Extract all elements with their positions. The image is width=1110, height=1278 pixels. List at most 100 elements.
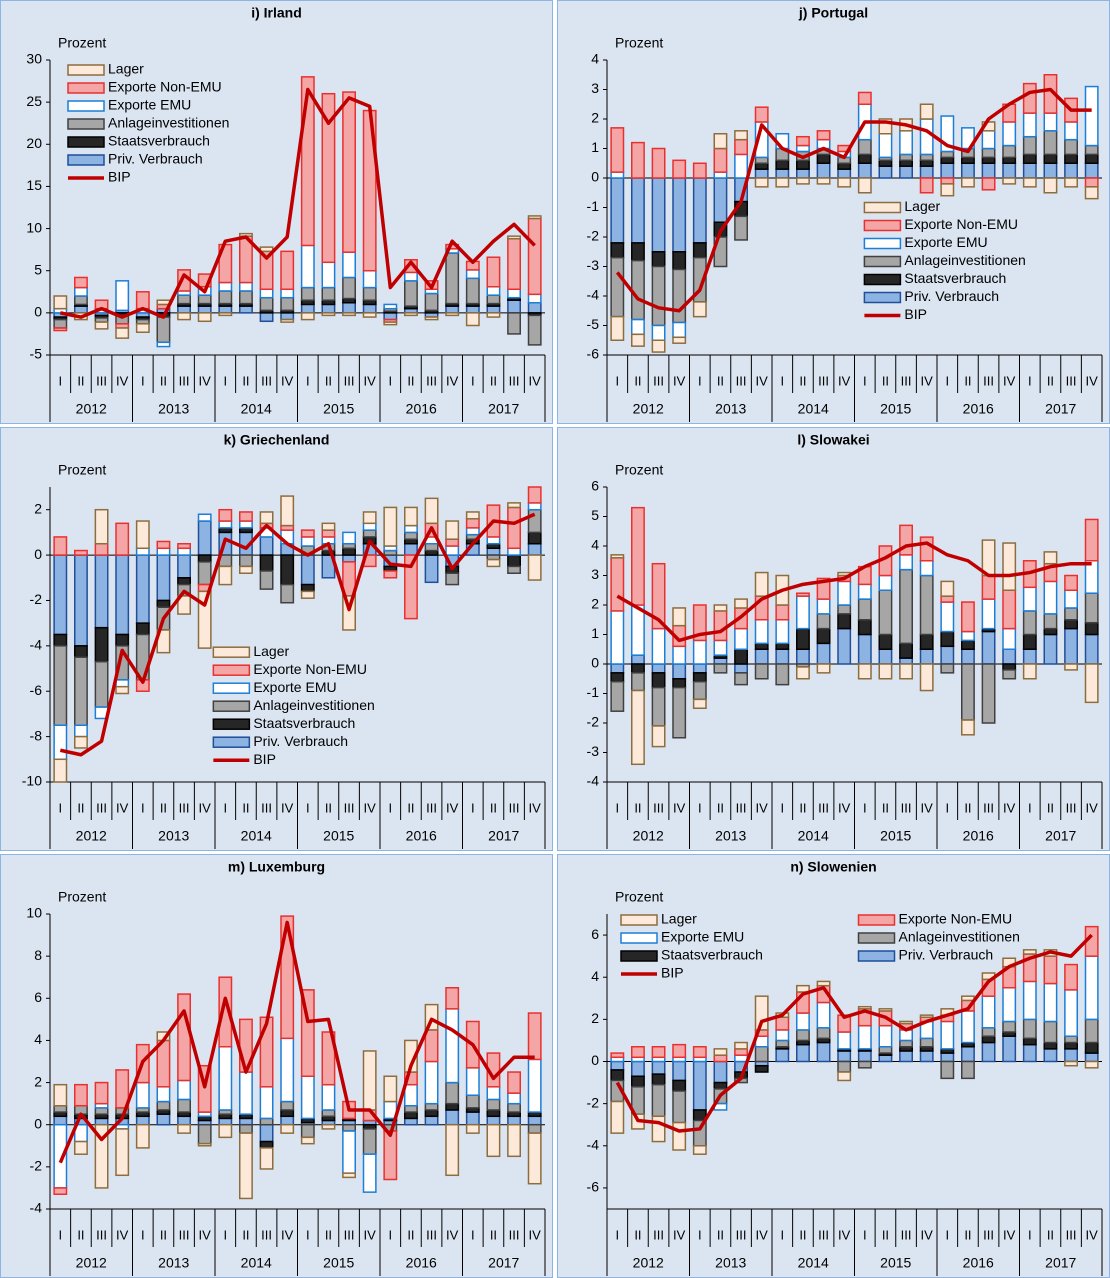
bar-segment bbox=[878, 589, 893, 636]
bar-segment bbox=[404, 1117, 418, 1126]
bar-segment bbox=[651, 663, 666, 674]
x-tick-label: II bbox=[407, 800, 414, 815]
x-tick-label: IV bbox=[116, 800, 129, 815]
bar-segment bbox=[300, 286, 315, 301]
legend-swatch bbox=[863, 201, 902, 214]
x-tick-label: III bbox=[179, 373, 190, 388]
bar-segment bbox=[940, 183, 955, 197]
bar-segment bbox=[692, 604, 707, 642]
bar-segment bbox=[53, 554, 68, 636]
x-tick-label: III bbox=[96, 800, 107, 815]
bar-segment bbox=[362, 1153, 377, 1193]
bar-segment bbox=[1022, 648, 1037, 665]
bar-segment bbox=[816, 177, 831, 185]
bar-segment bbox=[74, 735, 88, 749]
bar-segment bbox=[837, 1060, 852, 1073]
x-tick-label: IV bbox=[529, 800, 542, 815]
bar-segment bbox=[527, 217, 542, 296]
x-tick-label: II bbox=[1047, 373, 1054, 388]
x-group-label: 2017 bbox=[1045, 1255, 1076, 1271]
bar-segment bbox=[775, 663, 790, 686]
bar-segment bbox=[1064, 177, 1078, 188]
x-tick-label: IV bbox=[281, 1227, 294, 1242]
bar-segment bbox=[177, 542, 191, 550]
legend-label: Lager bbox=[904, 198, 940, 214]
bar-segment bbox=[796, 168, 810, 179]
bar-segment bbox=[940, 177, 955, 185]
legend-swatch bbox=[67, 154, 105, 166]
bar-segment bbox=[1002, 144, 1017, 159]
bar-segment bbox=[940, 156, 955, 165]
bar-segment bbox=[156, 341, 171, 348]
bar-segment bbox=[961, 719, 975, 736]
bar-segment bbox=[465, 527, 480, 536]
bar-segment bbox=[1064, 1035, 1078, 1044]
bar-segment bbox=[239, 281, 253, 292]
x-tick-label: III bbox=[426, 1227, 437, 1242]
bar-segment bbox=[53, 536, 68, 556]
y-tick-label: -5 bbox=[587, 316, 600, 332]
bar-segment bbox=[1002, 627, 1017, 651]
bar-segment bbox=[197, 520, 212, 556]
line-series bbox=[615, 87, 1092, 313]
x-group-label: 2016 bbox=[406, 1255, 437, 1271]
x-tick-label: II bbox=[160, 1227, 167, 1242]
bar-segment bbox=[961, 601, 975, 633]
bar-segment bbox=[259, 536, 274, 556]
x-tick-label: I bbox=[141, 1227, 145, 1242]
legend-label: Staatsverbrauch bbox=[108, 133, 210, 149]
bar-segment bbox=[610, 672, 625, 683]
bar-segment bbox=[300, 1136, 315, 1145]
bar-segment bbox=[177, 294, 191, 305]
bar-segment bbox=[280, 1123, 295, 1134]
bar-segment bbox=[465, 312, 480, 327]
bar-segment bbox=[404, 506, 418, 527]
bar-segment bbox=[1064, 1048, 1078, 1063]
legend-label: Staatsverbrauch bbox=[661, 947, 763, 963]
bar-segment bbox=[651, 1060, 666, 1075]
bar-segment bbox=[259, 1117, 274, 1126]
bar-segment bbox=[940, 580, 955, 597]
x-tick-label: III bbox=[509, 373, 520, 388]
bar-segment bbox=[610, 171, 625, 179]
bar-segment bbox=[424, 1109, 439, 1118]
bar-segment bbox=[631, 1075, 645, 1088]
bar-segment bbox=[796, 648, 810, 665]
bar-segment bbox=[527, 1123, 542, 1134]
bar-segment bbox=[651, 251, 666, 268]
x-tick-label: IV bbox=[673, 373, 686, 388]
bar-segment bbox=[1043, 1020, 1058, 1044]
x-tick-label: III bbox=[1066, 1227, 1077, 1242]
bar-segment bbox=[692, 663, 707, 674]
bar-segment bbox=[1064, 162, 1078, 179]
bar-segment bbox=[1064, 1060, 1078, 1067]
y-tick-label: 10 bbox=[26, 905, 42, 921]
bar-segment bbox=[156, 1086, 171, 1103]
x-tick-label: II bbox=[325, 800, 332, 815]
y-axis-label: Prozent bbox=[615, 462, 663, 478]
bar-segment bbox=[177, 577, 191, 586]
bar-segment bbox=[754, 1064, 769, 1073]
legend-label: Exporte EMU bbox=[253, 679, 336, 695]
legend-swatch bbox=[863, 255, 902, 268]
bar-segment bbox=[857, 1005, 872, 1010]
bar-segment bbox=[837, 177, 852, 188]
x-tick-label: II bbox=[634, 1227, 641, 1242]
bar-segment bbox=[1022, 82, 1037, 114]
x-group-label: 2016 bbox=[406, 401, 437, 417]
bar-segment bbox=[610, 1069, 625, 1082]
bar-segment bbox=[713, 177, 728, 223]
bar-segment bbox=[651, 177, 666, 253]
x-tick-label: IV bbox=[199, 373, 212, 388]
bar-segment bbox=[404, 1083, 418, 1107]
bar-segment bbox=[919, 663, 934, 692]
bar-segment bbox=[775, 1029, 790, 1042]
bar-segment bbox=[259, 1123, 274, 1143]
bar-segment bbox=[445, 987, 460, 1010]
bar-segment bbox=[527, 1058, 542, 1113]
bar-segment bbox=[362, 312, 377, 318]
bar-segment bbox=[961, 639, 975, 650]
y-tick-label: 2 bbox=[591, 110, 599, 126]
bar-segment bbox=[300, 303, 315, 314]
